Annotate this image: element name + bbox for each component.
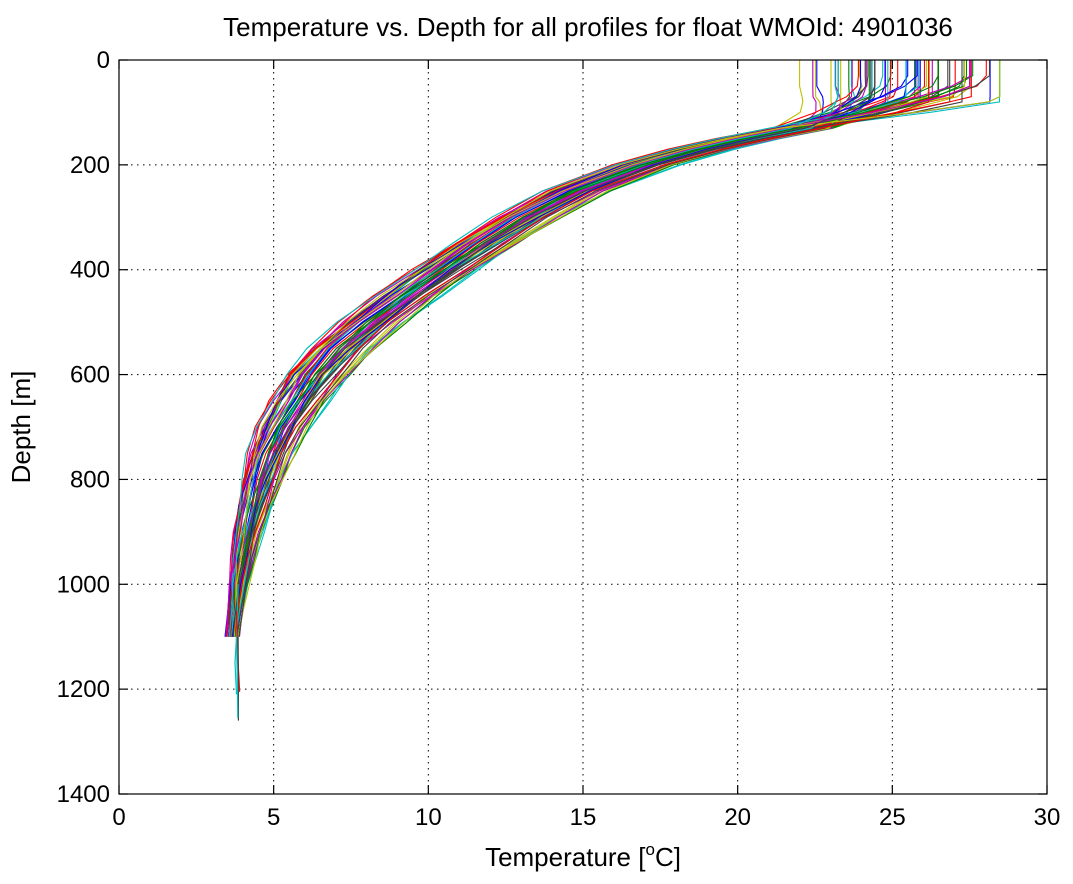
x-tick-label: 0 <box>112 804 125 831</box>
x-tick-label: 10 <box>415 804 442 831</box>
x-tick-label: 25 <box>879 804 906 831</box>
y-tick-label: 0 <box>97 47 110 74</box>
x-axis-title-superscript: o <box>645 840 654 859</box>
x-tick-label: 20 <box>724 804 751 831</box>
x-tick-label: 15 <box>570 804 597 831</box>
y-tick-label: 1200 <box>57 676 110 703</box>
y-tick-label: 1400 <box>57 781 110 808</box>
y-tick-label: 200 <box>70 152 110 179</box>
y-tick-label: 600 <box>70 362 110 389</box>
x-axis-title: Temperature [oC] <box>485 840 681 872</box>
y-tick-label: 1000 <box>57 571 110 598</box>
y-tick-label: 400 <box>70 257 110 284</box>
x-axis-title-suffix: C] <box>655 842 681 872</box>
y-axis-title: Depth [m] <box>6 371 36 484</box>
y-tick-label: 800 <box>70 466 110 493</box>
chart-title: Temperature vs. Depth for all profiles f… <box>223 12 953 42</box>
x-tick-label: 5 <box>267 804 280 831</box>
x-axis-title-prefix: Temperature [ <box>485 842 646 872</box>
x-tick-label: 30 <box>1034 804 1061 831</box>
